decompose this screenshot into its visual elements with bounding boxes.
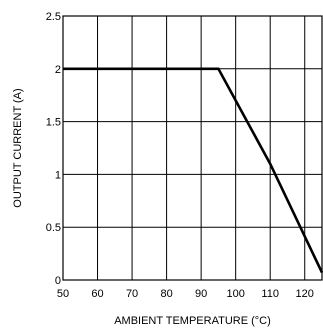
x-tick-label: 70 xyxy=(126,288,138,300)
grid-lines xyxy=(62,15,322,281)
y-axis-label: OUTPUT CURRENT (A) xyxy=(12,88,24,207)
y-tick-label: 0 xyxy=(55,275,61,287)
y-tick-label: 0.5 xyxy=(46,222,61,234)
y-tick-label: 1 xyxy=(55,169,61,181)
y-tick-label: 2.5 xyxy=(46,11,61,23)
x-tick-labels: 50 60 70 80 90 100 110 120 xyxy=(57,288,314,300)
x-tick-label: 50 xyxy=(57,288,69,300)
x-tick-label: 80 xyxy=(160,288,172,300)
x-tick-label: 60 xyxy=(91,288,103,300)
y-tick-label: 1.5 xyxy=(46,117,61,129)
series-group xyxy=(63,67,323,274)
y-tick-labels: 0 0.5 1 1.5 2 2.5 xyxy=(46,11,61,287)
x-tick-label: 120 xyxy=(296,288,314,300)
x-tick-label: 110 xyxy=(261,288,279,300)
x-axis-label: AMBIENT TEMPERATURE (°C) xyxy=(114,315,271,327)
plot-frame xyxy=(62,15,323,281)
series-line xyxy=(63,67,323,274)
y-tick-label: 2 xyxy=(55,64,61,76)
x-tick-label: 90 xyxy=(195,288,207,300)
x-tick-label: 100 xyxy=(226,288,244,300)
